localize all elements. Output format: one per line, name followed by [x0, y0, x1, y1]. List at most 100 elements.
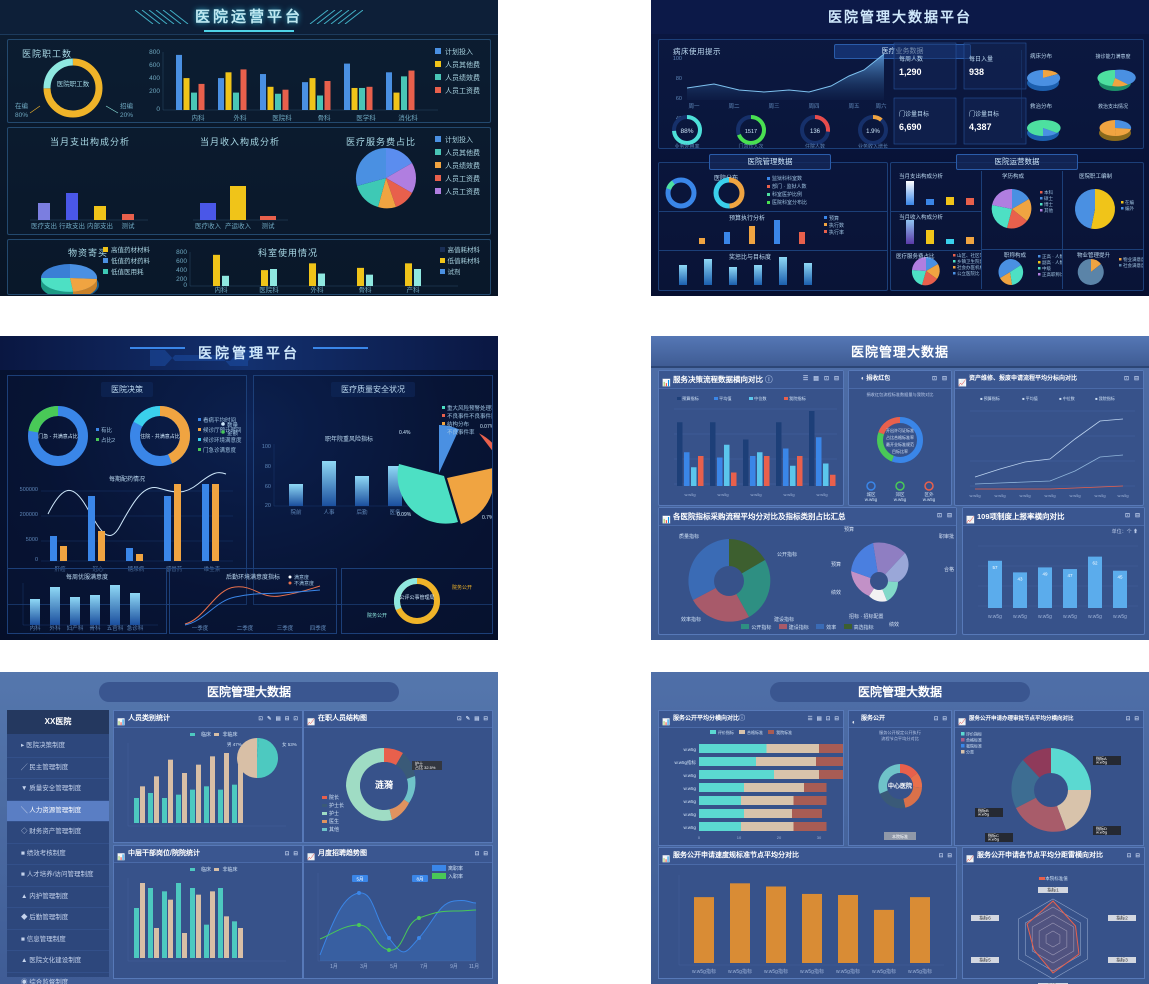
svg-text:w.w5g指标: w.w5g指标	[836, 968, 860, 975]
svg-text:合格: 合格	[944, 566, 954, 573]
svg-text:我院标准: 我院标准	[966, 743, 982, 749]
svg-text:有比: 有比	[101, 426, 113, 434]
svg-text:门急 - 共满意占比: 门急 - 共满意占比	[38, 433, 77, 440]
svg-text:招标 · 招标配置: 招标 · 招标配置	[849, 613, 883, 620]
svg-text:500000: 500000	[20, 487, 38, 493]
svg-text:45: 45	[1117, 575, 1123, 580]
svg-text:医疗收入: 医疗收入	[195, 221, 222, 230]
svg-text:效率指标: 效率指标	[681, 616, 701, 623]
svg-text:门急诊人次: 门急诊人次	[738, 143, 763, 148]
svg-text:后勤环境满意度指标: 后勤环境满意度指标	[226, 573, 280, 581]
svg-text:正高职称比 · 人: 正高职称比 · 人	[1042, 271, 1062, 278]
svg-text:社会办医机构比: 社会办医机构比	[957, 264, 981, 271]
svg-text:急诊科: 急诊科	[127, 624, 144, 632]
svg-text:业务外用率: 业务外用率	[674, 143, 699, 148]
svg-text:预算指标: 预算指标	[682, 395, 699, 402]
svg-text:博士: 博士	[1044, 201, 1053, 208]
svg-text:山区、社区等比: 山区、社区等比	[957, 252, 981, 259]
svg-text:w.w5g: w.w5g	[683, 799, 696, 804]
svg-text:女 53%: 女 53%	[282, 741, 297, 748]
svg-text:绩效: 绩效	[831, 589, 841, 596]
svg-text:三季度: 三季度	[277, 624, 294, 632]
svg-text:136: 136	[810, 129, 821, 135]
svg-text:其他: 其他	[329, 826, 339, 833]
svg-text:9月: 9月	[450, 964, 458, 970]
svg-text:周二: 周二	[728, 103, 740, 110]
svg-text:评价指标: 评价指标	[966, 731, 982, 737]
svg-text:0: 0	[698, 835, 701, 840]
svg-text:5月: 5月	[390, 964, 398, 970]
svg-text:60: 60	[265, 484, 271, 490]
svg-text:■ 我院指标: ■ 我院指标	[1095, 395, 1115, 401]
svg-text:城区w.w5g: 城区 w.w5g	[865, 491, 878, 502]
svg-text:接诊能力满意度: 接诊能力满意度	[1095, 53, 1130, 60]
svg-text:我院指标: 我院指标	[789, 395, 806, 402]
svg-text:部门 · 监狱人数: 部门 · 监狱人数	[772, 183, 806, 190]
svg-text:涟漪: 涟漪	[375, 779, 393, 790]
svg-text:周五: 周五	[848, 103, 860, 110]
svg-text:w.w5g: w.w5g	[988, 837, 999, 842]
svg-text:每周优服满意度: 每周优服满意度	[66, 573, 108, 581]
svg-text:w.w5g: w.w5g	[683, 747, 696, 752]
svg-text:100: 100	[262, 444, 271, 450]
svg-text:院长: 院长	[329, 794, 339, 801]
svg-text:医生: 医生	[329, 818, 339, 825]
svg-text:w.w5g指标: w.w5g指标	[872, 968, 896, 975]
svg-text:周六: 周六	[875, 102, 887, 110]
svg-text:w.w5g: w.w5g	[1013, 614, 1027, 620]
svg-text:骨科: 骨科	[318, 113, 332, 122]
svg-text:80: 80	[265, 464, 271, 470]
svg-text:80%: 80%	[15, 112, 28, 119]
svg-text:不良事件不良事件比率: 不良事件不良事件比率	[447, 412, 492, 420]
svg-text:职年院重风险指标: 职年院重风险指标	[325, 435, 373, 443]
svg-text:w.w5g: w.w5g	[988, 614, 1002, 620]
svg-text:重大风险预警处理率: 重大风险预警处理率	[447, 404, 492, 412]
svg-text:指标3: 指标3	[1116, 957, 1128, 964]
svg-text:w.w5g: w.w5g	[1113, 614, 1127, 620]
svg-text:0.07%: 0.07%	[480, 424, 492, 430]
svg-text:编外: 编外	[1125, 205, 1134, 212]
svg-text:其他: 其他	[1044, 207, 1053, 214]
svg-text:正高 · 人数: 正高 · 人数	[1042, 253, 1062, 260]
svg-text:内科: 内科	[215, 285, 229, 294]
svg-text:周一: 周一	[688, 103, 700, 110]
svg-text:800: 800	[176, 249, 187, 256]
svg-text:w.w5g: w.w5g	[969, 493, 980, 498]
svg-text:w.w5g指标: w.w5g指标	[908, 968, 932, 975]
svg-text:中心医院: 中心医院	[888, 782, 912, 790]
svg-text:w.w5g: w.w5g	[994, 493, 1005, 498]
svg-text:w.w5g: w.w5g	[683, 812, 696, 817]
svg-text:入职率: 入职率	[448, 873, 463, 880]
svg-text:3月: 3月	[360, 964, 368, 970]
svg-text:监狱科科室数: 监狱科科室数	[772, 175, 802, 182]
svg-text:门诊量目标: 门诊量目标	[899, 110, 929, 118]
svg-text:600: 600	[149, 62, 160, 69]
svg-text:每期配药情况: 每期配药情况	[109, 475, 145, 483]
svg-text:6,690: 6,690	[899, 122, 922, 132]
svg-text:院务公开: 院务公开	[367, 612, 387, 619]
svg-text:47: 47	[1067, 573, 1073, 578]
svg-text:骨科: 骨科	[89, 624, 101, 632]
svg-text:w.w5g: w.w5g	[683, 825, 696, 830]
svg-text:w.w5g: w.w5g	[1044, 493, 1055, 498]
svg-text:w.w5g: w.w5g	[1088, 614, 1102, 620]
svg-text:非临床: 非临床	[222, 866, 237, 873]
svg-text:业务收入增长: 业务收入增长	[858, 143, 888, 148]
svg-text:w.w5g指标: w.w5g指标	[800, 968, 824, 975]
svg-text:w.w5g: w.w5g	[1038, 614, 1052, 620]
svg-text:外科: 外科	[234, 113, 248, 122]
svg-text:硕士: 硕士	[1044, 195, 1053, 202]
svg-text:医院科室分布比: 医院科室分布比	[772, 199, 807, 206]
svg-text:0.09%: 0.09%	[397, 512, 412, 518]
svg-text:外科: 外科	[311, 285, 325, 294]
svg-text:内科: 内科	[192, 113, 206, 122]
svg-text:数量: 数量	[227, 421, 239, 429]
svg-text:离职率: 离职率	[448, 865, 463, 872]
svg-text:在编: 在编	[15, 101, 29, 110]
svg-text:院务公开: 院务公开	[452, 584, 472, 591]
svg-text:20%: 20%	[120, 112, 133, 119]
svg-text:指标6: 指标6	[979, 915, 991, 922]
svg-text:区外w.w5g: 区外 w.w5g	[923, 491, 936, 502]
svg-text:医院科: 医院科	[259, 285, 279, 294]
svg-text:平均值: 平均值	[719, 395, 732, 402]
